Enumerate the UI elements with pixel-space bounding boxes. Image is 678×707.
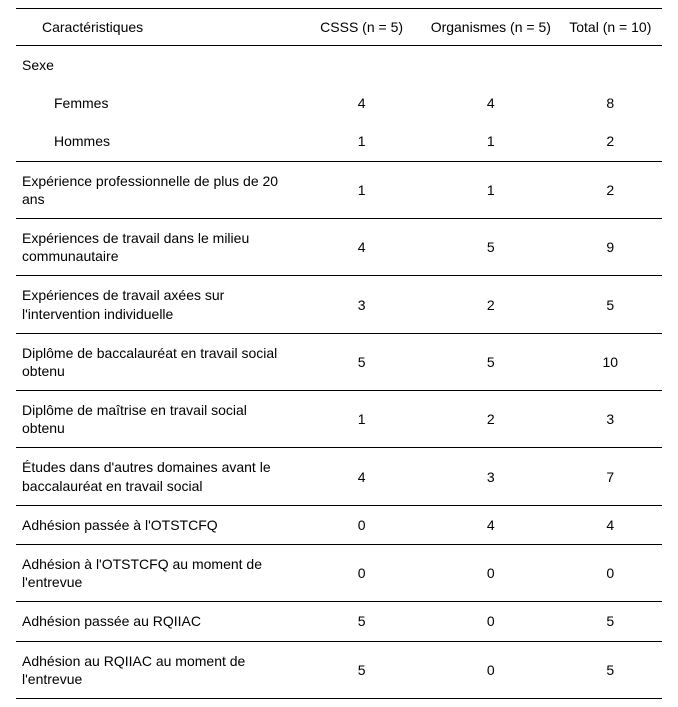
row-label: Expériences de travail dans le milieu co… bbox=[16, 218, 300, 275]
row-label: Adhésion à l'OTSTCFQ au moment de l'entr… bbox=[16, 545, 300, 602]
row-value: 7 bbox=[559, 448, 662, 505]
table-header-row: Caractéristiques CSSS (n = 5) Organismes… bbox=[16, 9, 662, 46]
table-row: Expériences de travail dans le milieu co… bbox=[16, 218, 662, 275]
col-header-csss: CSSS (n = 5) bbox=[300, 9, 423, 46]
table-row: Hommes112 bbox=[16, 122, 662, 161]
row-value: 0 bbox=[559, 545, 662, 602]
row-value: 4 bbox=[300, 218, 423, 275]
row-value: 5 bbox=[423, 218, 559, 275]
row-label: Expérience professionnelle de plus de 20… bbox=[16, 161, 300, 218]
row-value: 3 bbox=[559, 391, 662, 448]
table-row: Adhésion passée au RQIIAC505 bbox=[16, 602, 662, 641]
col-header-total: Total (n = 10) bbox=[559, 9, 662, 46]
row-value bbox=[559, 46, 662, 85]
row-value: 0 bbox=[300, 545, 423, 602]
row-value: 10 bbox=[559, 333, 662, 390]
row-value: 1 bbox=[300, 161, 423, 218]
row-value: 5 bbox=[300, 333, 423, 390]
row-label: Adhésion passée au RQIIAC bbox=[16, 602, 300, 641]
table-row: Sexe bbox=[16, 46, 662, 85]
table-row: Diplôme de baccalauréat en travail socia… bbox=[16, 333, 662, 390]
row-value: 4 bbox=[423, 505, 559, 544]
table-row: Femmes448 bbox=[16, 84, 662, 122]
row-value: 4 bbox=[300, 448, 423, 505]
table-body: SexeFemmes448Hommes112Expérience profess… bbox=[16, 46, 662, 699]
row-value: 3 bbox=[300, 276, 423, 333]
row-value: 1 bbox=[423, 122, 559, 161]
col-header-organismes: Organismes (n = 5) bbox=[423, 9, 559, 46]
row-label: Expériences de travail axées sur l'inter… bbox=[16, 276, 300, 333]
row-label: Femmes bbox=[16, 84, 300, 122]
row-value: 0 bbox=[300, 505, 423, 544]
row-value: 5 bbox=[300, 602, 423, 641]
row-value: 2 bbox=[423, 391, 559, 448]
table-row: Adhésion passée à l'OTSTCFQ044 bbox=[16, 505, 662, 544]
row-value: 3 bbox=[423, 448, 559, 505]
table-row: Adhésion à l'OTSTCFQ au moment de l'entr… bbox=[16, 545, 662, 602]
row-value: 4 bbox=[300, 84, 423, 122]
row-value: 0 bbox=[423, 545, 559, 602]
row-value: 5 bbox=[423, 333, 559, 390]
table-row: Adhésion au RQIIAC au moment de l'entrev… bbox=[16, 641, 662, 698]
row-value: 0 bbox=[423, 641, 559, 698]
row-label: Adhésion au RQIIAC au moment de l'entrev… bbox=[16, 641, 300, 698]
table-row: Expériences de travail axées sur l'inter… bbox=[16, 276, 662, 333]
row-value: 8 bbox=[559, 84, 662, 122]
table-row: Expérience professionnelle de plus de 20… bbox=[16, 161, 662, 218]
row-value: 5 bbox=[559, 276, 662, 333]
col-header-caracteristiques: Caractéristiques bbox=[16, 9, 300, 46]
row-label: Hommes bbox=[16, 122, 300, 161]
row-value bbox=[423, 46, 559, 85]
row-value: 2 bbox=[423, 276, 559, 333]
row-value bbox=[300, 46, 423, 85]
row-value: 5 bbox=[559, 641, 662, 698]
table-row: Diplôme de maîtrise en travail social ob… bbox=[16, 391, 662, 448]
row-value: 1 bbox=[300, 122, 423, 161]
row-value: 4 bbox=[559, 505, 662, 544]
row-label: Études dans d'autres domaines avant le b… bbox=[16, 448, 300, 505]
row-value: 1 bbox=[300, 391, 423, 448]
row-value: 5 bbox=[559, 602, 662, 641]
row-value: 2 bbox=[559, 122, 662, 161]
row-value: 4 bbox=[423, 84, 559, 122]
characteristics-table: Caractéristiques CSSS (n = 5) Organismes… bbox=[16, 8, 662, 699]
table-row: Études dans d'autres domaines avant le b… bbox=[16, 448, 662, 505]
row-value: 9 bbox=[559, 218, 662, 275]
row-value: 0 bbox=[423, 602, 559, 641]
row-label: Diplôme de maîtrise en travail social ob… bbox=[16, 391, 300, 448]
row-label: Diplôme de baccalauréat en travail socia… bbox=[16, 333, 300, 390]
row-value: 1 bbox=[423, 161, 559, 218]
row-value: 2 bbox=[559, 161, 662, 218]
row-label: Sexe bbox=[16, 46, 300, 85]
row-value: 5 bbox=[300, 641, 423, 698]
row-label: Adhésion passée à l'OTSTCFQ bbox=[16, 505, 300, 544]
